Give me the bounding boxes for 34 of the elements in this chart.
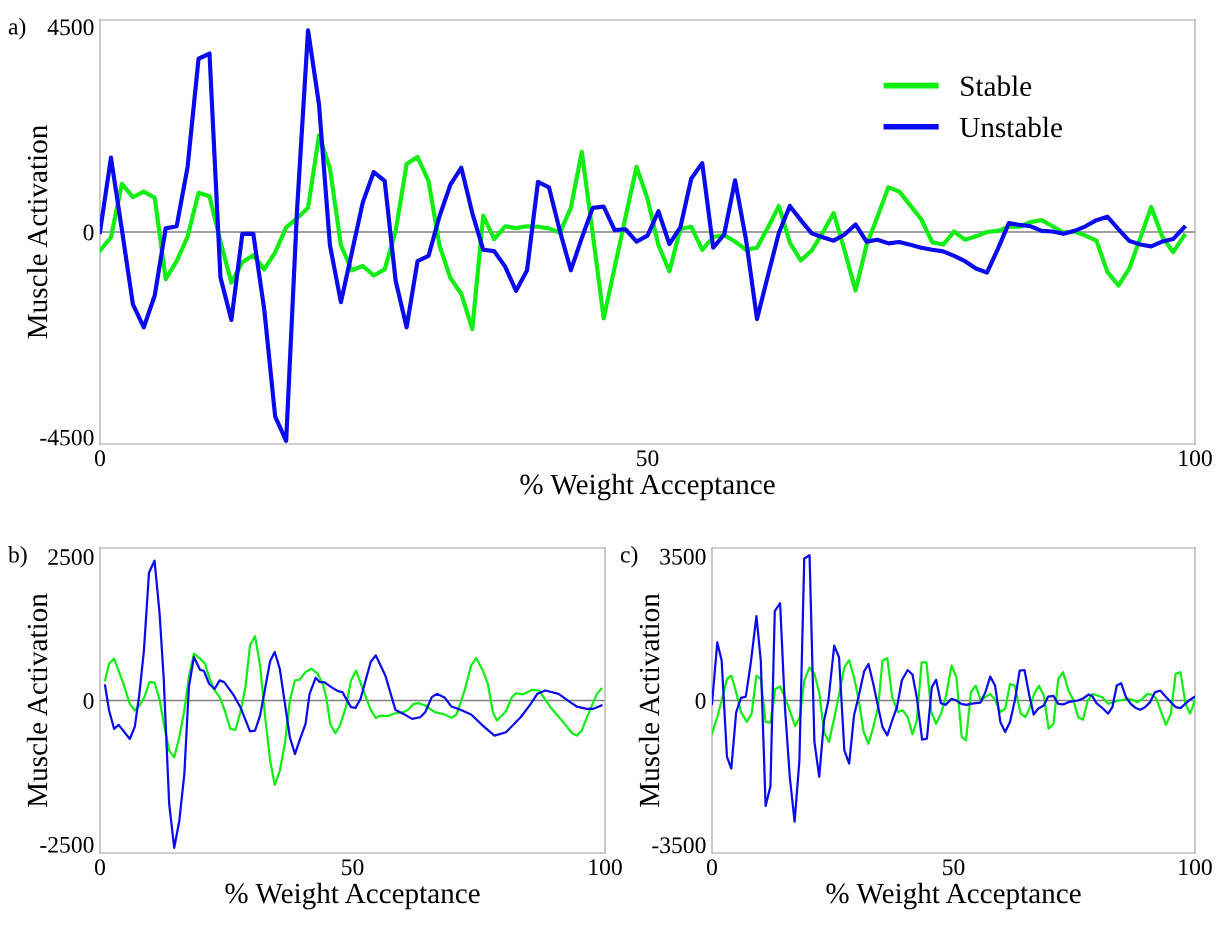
- y-tick-label: 0: [695, 692, 706, 709]
- y-tick-label: 2500: [48, 549, 94, 566]
- x-tick-label: 50: [637, 450, 659, 467]
- chart-title: a): [8, 18, 26, 40]
- y-tick-label: 0: [83, 224, 94, 241]
- x-axis-title: % Weight Acceptance: [826, 882, 1081, 910]
- x-tick-label: 50: [943, 859, 965, 876]
- line-series: [103, 559, 603, 849]
- chart-title: c): [620, 546, 638, 568]
- y-axis-title: Muscle Activation: [26, 125, 48, 339]
- y-tick-label: 0: [83, 692, 94, 709]
- y-tick-label: -2500: [40, 836, 94, 853]
- x-axis-title: % Weight Acceptance: [225, 882, 480, 910]
- legend-label: Unstable: [959, 116, 1062, 138]
- x-tick-label: 100: [1179, 450, 1212, 467]
- x-axis-title: % Weight Acceptance: [520, 473, 775, 501]
- x-tick-label: 100: [1179, 859, 1212, 876]
- x-tick-label: 0: [95, 859, 105, 876]
- legend-label: Stable: [961, 75, 1032, 97]
- line-series: [103, 635, 603, 786]
- line-series: [712, 554, 1195, 823]
- y-tick-label: -3500: [652, 837, 706, 854]
- y-axis-title: Muscle Activation: [26, 593, 48, 807]
- y-axis-title: Muscle Activation: [638, 593, 660, 807]
- line-series: [100, 28, 1187, 443]
- y-tick-label: 3500: [660, 548, 706, 565]
- x-tick-label: 100: [589, 859, 622, 876]
- x-tick-label: 0: [95, 450, 105, 467]
- y-tick-label: -4500: [40, 429, 94, 446]
- x-tick-label: 50: [342, 859, 364, 876]
- x-tick-label: 0: [707, 859, 717, 876]
- chart-title: b): [8, 546, 27, 568]
- y-tick-label: 4500: [47, 19, 94, 36]
- line-series: [712, 656, 1195, 745]
